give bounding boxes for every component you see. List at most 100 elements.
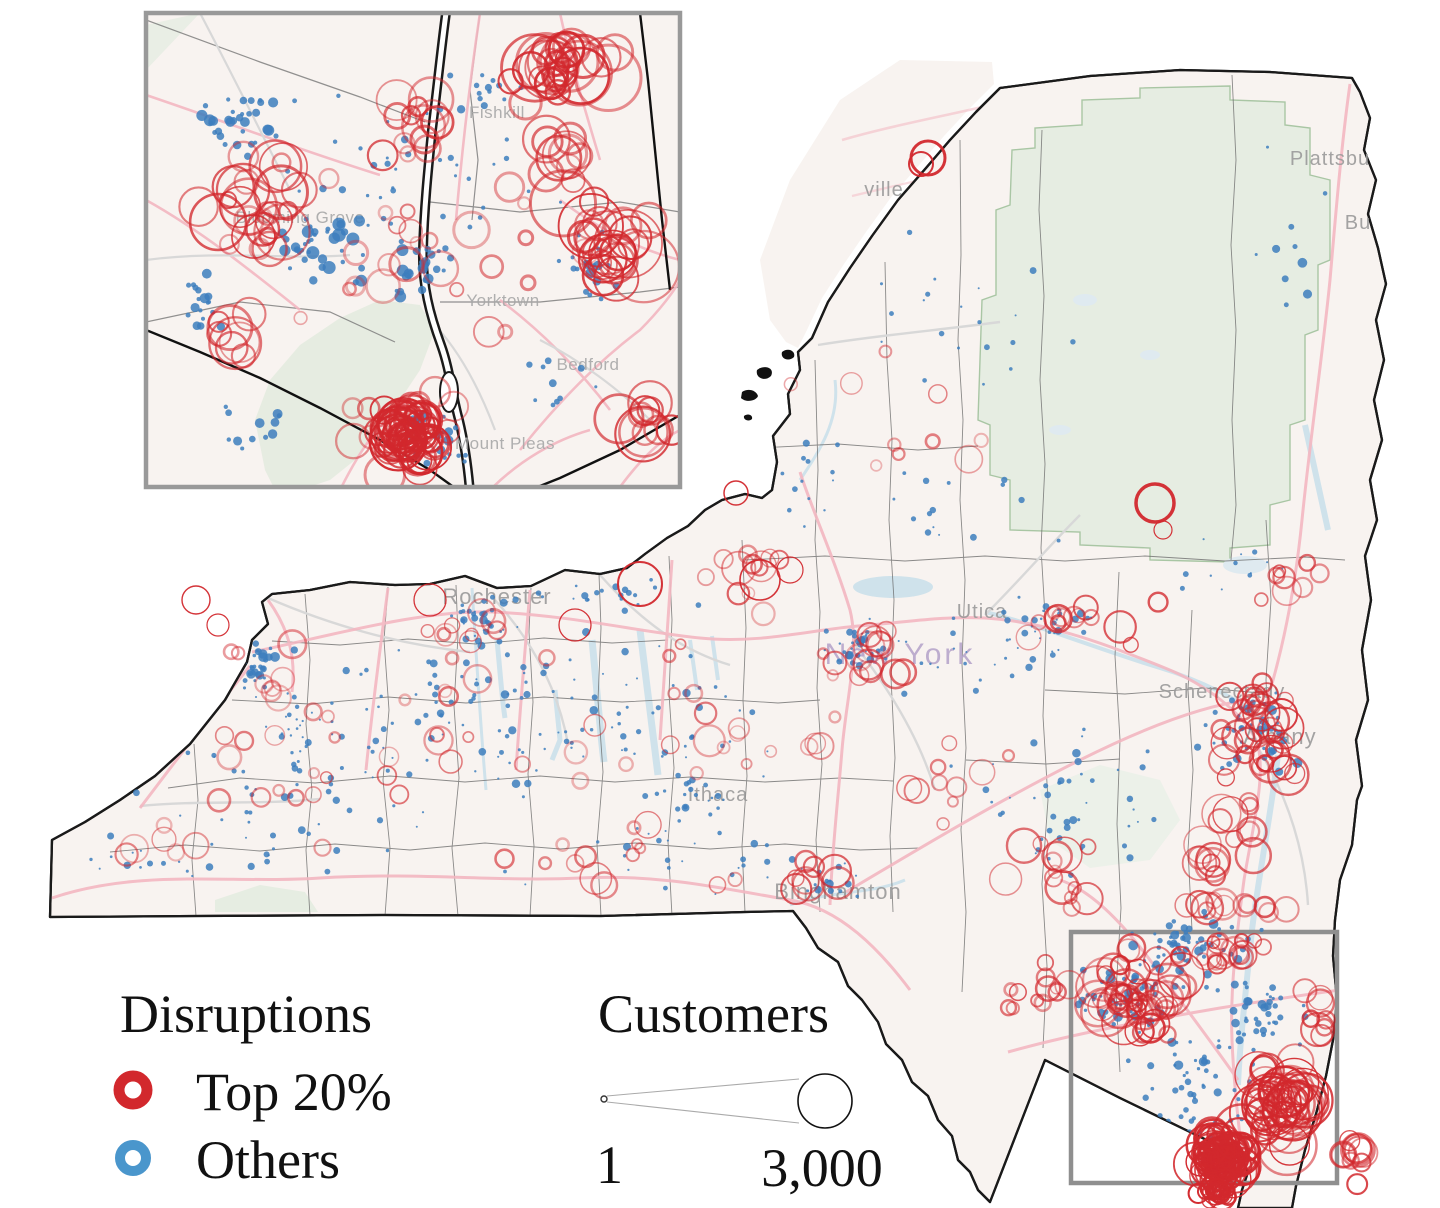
top20-disruption-circle [1291,576,1314,599]
other-disruption-dot [1228,1045,1232,1050]
top20-disruption-circle [741,553,763,575]
other-disruption-dot [854,874,858,877]
other-disruption-dot [1272,244,1281,253]
top20-disruption-circle [218,321,261,364]
other-disruption-dot [855,894,859,899]
other-disruption-dot [247,97,255,105]
other-disruption-dot [293,246,301,254]
other-disruption-dot [1188,1040,1192,1044]
other-disruption-dot [474,681,480,687]
other-disruption-dot [852,629,857,635]
other-disruption-dot [802,439,810,447]
other-disruption-dot [1194,743,1202,751]
other-disruption-dot [292,98,298,104]
top20-disruption-circle [614,405,672,463]
other-disruption-dot [1082,727,1086,732]
other-disruption-dot [1184,1078,1192,1086]
other-disruption-dot [1301,1003,1306,1008]
top20-disruption-circle [1264,740,1284,760]
top20-disruption-circle [260,680,283,703]
other-disruption-dot [666,839,669,842]
other-disruption-dot [474,770,477,773]
top20-disruption-circle [1082,608,1100,627]
other-disruption-dot [1209,574,1212,577]
top20-disruption-circle [253,203,311,261]
other-disruption-dot [544,357,552,365]
other-disruption-dot [1233,560,1238,566]
other-disruption-dot [533,398,538,403]
top20-disruption-circle [1147,591,1169,613]
other-disruption-dot [340,259,346,265]
other-disruption-dot [263,124,275,136]
top20-disruption-circle [579,862,613,895]
other-disruption-dot [297,189,301,193]
other-disruption-dot [838,889,843,894]
top20-disruption-circle [214,725,235,746]
place-label: Yorktown [466,291,539,310]
top20-disruption-circle [344,275,366,297]
other-disruption-dot [1047,630,1052,634]
top20-disruption-circle [401,420,424,444]
other-disruption-dot [1008,796,1011,799]
other-disruption-dot [1265,1010,1272,1018]
other-disruption-dot [139,849,142,852]
top20-disruption-circle [1008,983,1027,1002]
other-disruption-dot [447,254,455,262]
top20-disruption-circle [443,617,461,634]
other-disruption-dot [484,676,492,684]
other-disruption-dot [471,614,479,622]
top20-disruption-circle [1131,1020,1155,1044]
top20-disruption-circle [999,999,1018,1017]
other-disruption-dot [462,659,470,667]
other-disruption-dot [222,141,228,148]
top20-disruption-circle [554,46,582,73]
other-disruption-dot [1231,1018,1240,1028]
other-disruption-dot [1018,496,1025,504]
other-disruption-dot [568,658,572,662]
other-disruption-dot [385,156,389,160]
other-disruption-dot [1187,1090,1194,1098]
other-disruption-dot [394,167,398,171]
other-disruption-dot [1251,1047,1256,1053]
other-disruption-dot [1050,813,1057,820]
top20-disruption-circle [1267,753,1310,797]
other-disruption-dot [1270,1031,1275,1036]
top20-disruption-circle [563,740,589,765]
top20-disruption-circle [438,390,470,422]
top20-disruption-circle [472,315,505,348]
top20-disruption-circle [849,665,870,687]
other-disruption-dot [635,728,642,735]
other-disruption-dot [663,885,668,891]
top20-disruption-circle [219,177,278,236]
other-disruption-dot [1089,778,1095,783]
other-disruption-dot [1051,650,1054,653]
other-disruption-dot [586,598,590,602]
other-disruption-dot [191,874,194,878]
top20-disruption-circle [945,776,968,798]
other-disruption-dot [185,869,189,873]
legend-others-label: Others [196,1130,340,1190]
top20-disruption-circle [590,871,619,900]
top20-disruption-circle [1228,1083,1288,1143]
other-disruption-dot [587,292,593,298]
other-disruption-dot [190,302,200,313]
other-disruption-dot [564,730,568,734]
top20-disruption-circle [412,134,442,163]
top20-disruption-circle [1134,993,1164,1023]
other-disruption-dot [522,671,526,675]
other-disruption-dot [724,695,727,698]
other-disruption-dot [621,749,623,752]
other-disruption-dot [1204,984,1209,990]
other-disruption-dot [1272,1020,1276,1024]
other-disruption-dot [621,647,629,656]
other-disruption-dot [512,596,519,603]
other-disruption-dot [480,73,485,78]
other-disruption-dot [1066,778,1072,784]
other-disruption-dot [466,608,472,614]
other-disruption-dot [1033,796,1036,800]
top20-disruption-circle [227,140,260,173]
top20-swatch-icon [113,1070,153,1110]
other-disruption-dot [1182,1073,1186,1078]
other-disruption-dot [1010,340,1016,346]
other-disruption-dot [599,588,604,593]
